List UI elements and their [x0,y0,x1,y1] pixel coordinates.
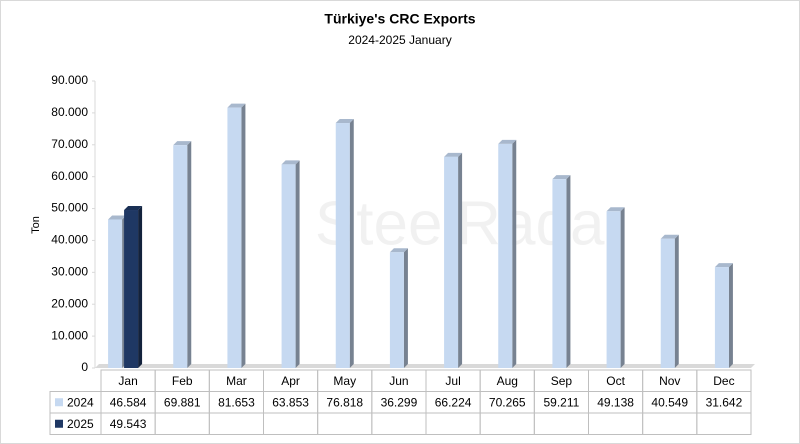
x-tick-label: Feb [172,374,193,388]
table-cell [696,412,752,435]
x-tick-label: Jul [445,374,460,388]
bar-top [173,141,192,146]
x-tick-label: Aug [497,374,518,388]
x-tick-label: May [333,374,356,388]
y-tick-label: 90.000 [51,73,88,87]
bar-side [403,248,408,368]
legend-label: 2025 [67,417,94,431]
legend-swatch [55,419,63,428]
y-tick-label: 20.000 [51,296,88,310]
x-tick-label: Sep [551,374,573,388]
chart-subtitle: 2024-2025 January [348,33,451,47]
data-label: 81.653 [218,395,255,409]
y-tick-label: 60.000 [51,169,88,183]
bar [552,179,567,368]
bar-side [728,263,733,368]
data-label: 49.138 [597,395,634,409]
bar [444,156,459,368]
data-label: 70.265 [489,395,526,409]
bar [389,252,404,368]
y-tick-label: 50.000 [51,201,88,215]
bar-side [138,206,143,368]
data-label: 36.299 [381,395,418,409]
bar-top [714,263,733,268]
data-label: 76.818 [326,395,363,409]
chart-title: Türkiye's CRC Exports [324,11,475,27]
bar-top [444,152,463,157]
bar [124,210,139,368]
data-label: 49.543 [110,417,147,431]
x-tick-label: Nov [659,374,680,388]
bar [714,267,729,368]
x-tick-label: Jan [118,374,137,388]
bar-side [674,234,679,368]
bar [498,143,513,368]
bar-top [108,215,127,220]
bar-side [187,141,192,368]
bar-top [227,103,246,108]
bar-side [620,207,625,368]
bar-side [241,103,246,369]
y-tick-label: 40.000 [51,233,88,247]
x-tick-label: Dec [713,374,734,388]
data-label: 59.211 [544,395,580,409]
data-label: 63.853 [272,395,309,409]
bar-side [458,152,463,368]
bar [173,145,188,368]
bar-side [349,119,354,368]
data-label: 40.549 [651,395,688,409]
y-axis-label: Ton [30,216,42,234]
bar-top [660,234,679,239]
y-tick-label: 70.000 [51,137,88,151]
bar-side [512,139,517,368]
bar-top [281,160,300,165]
data-label: 46.584 [110,395,147,409]
bar-top [552,175,571,180]
bar [227,107,242,369]
y-tick-label: 10.000 [51,328,88,342]
bar-top [498,139,517,144]
bar-side [566,175,571,368]
bar-side [295,160,300,368]
data-label: 66.224 [435,395,472,409]
bar [335,123,350,368]
y-tick-label: 80.000 [51,105,88,119]
x-tick-label: Mar [226,374,247,388]
y-tick-label: 0 [81,360,88,374]
bar [281,164,296,368]
x-tick-label: Oct [606,374,625,388]
y-tick-label: 30.000 [51,265,88,279]
bar [660,238,675,368]
bar-top [124,206,143,211]
x-tick-label: Apr [281,374,300,388]
bar-top [606,207,625,212]
data-label: 31.642 [706,395,743,409]
data-label: 69.881 [164,395,201,409]
x-tick-label: Jun [389,374,408,388]
legend-label: 2024 [67,395,94,409]
floor [95,364,755,368]
legend-swatch [55,398,63,407]
watermark: SteelRadar [315,189,625,258]
bar-top [335,119,354,124]
bar [606,211,621,368]
bar [108,219,123,368]
bar-top [389,248,408,253]
